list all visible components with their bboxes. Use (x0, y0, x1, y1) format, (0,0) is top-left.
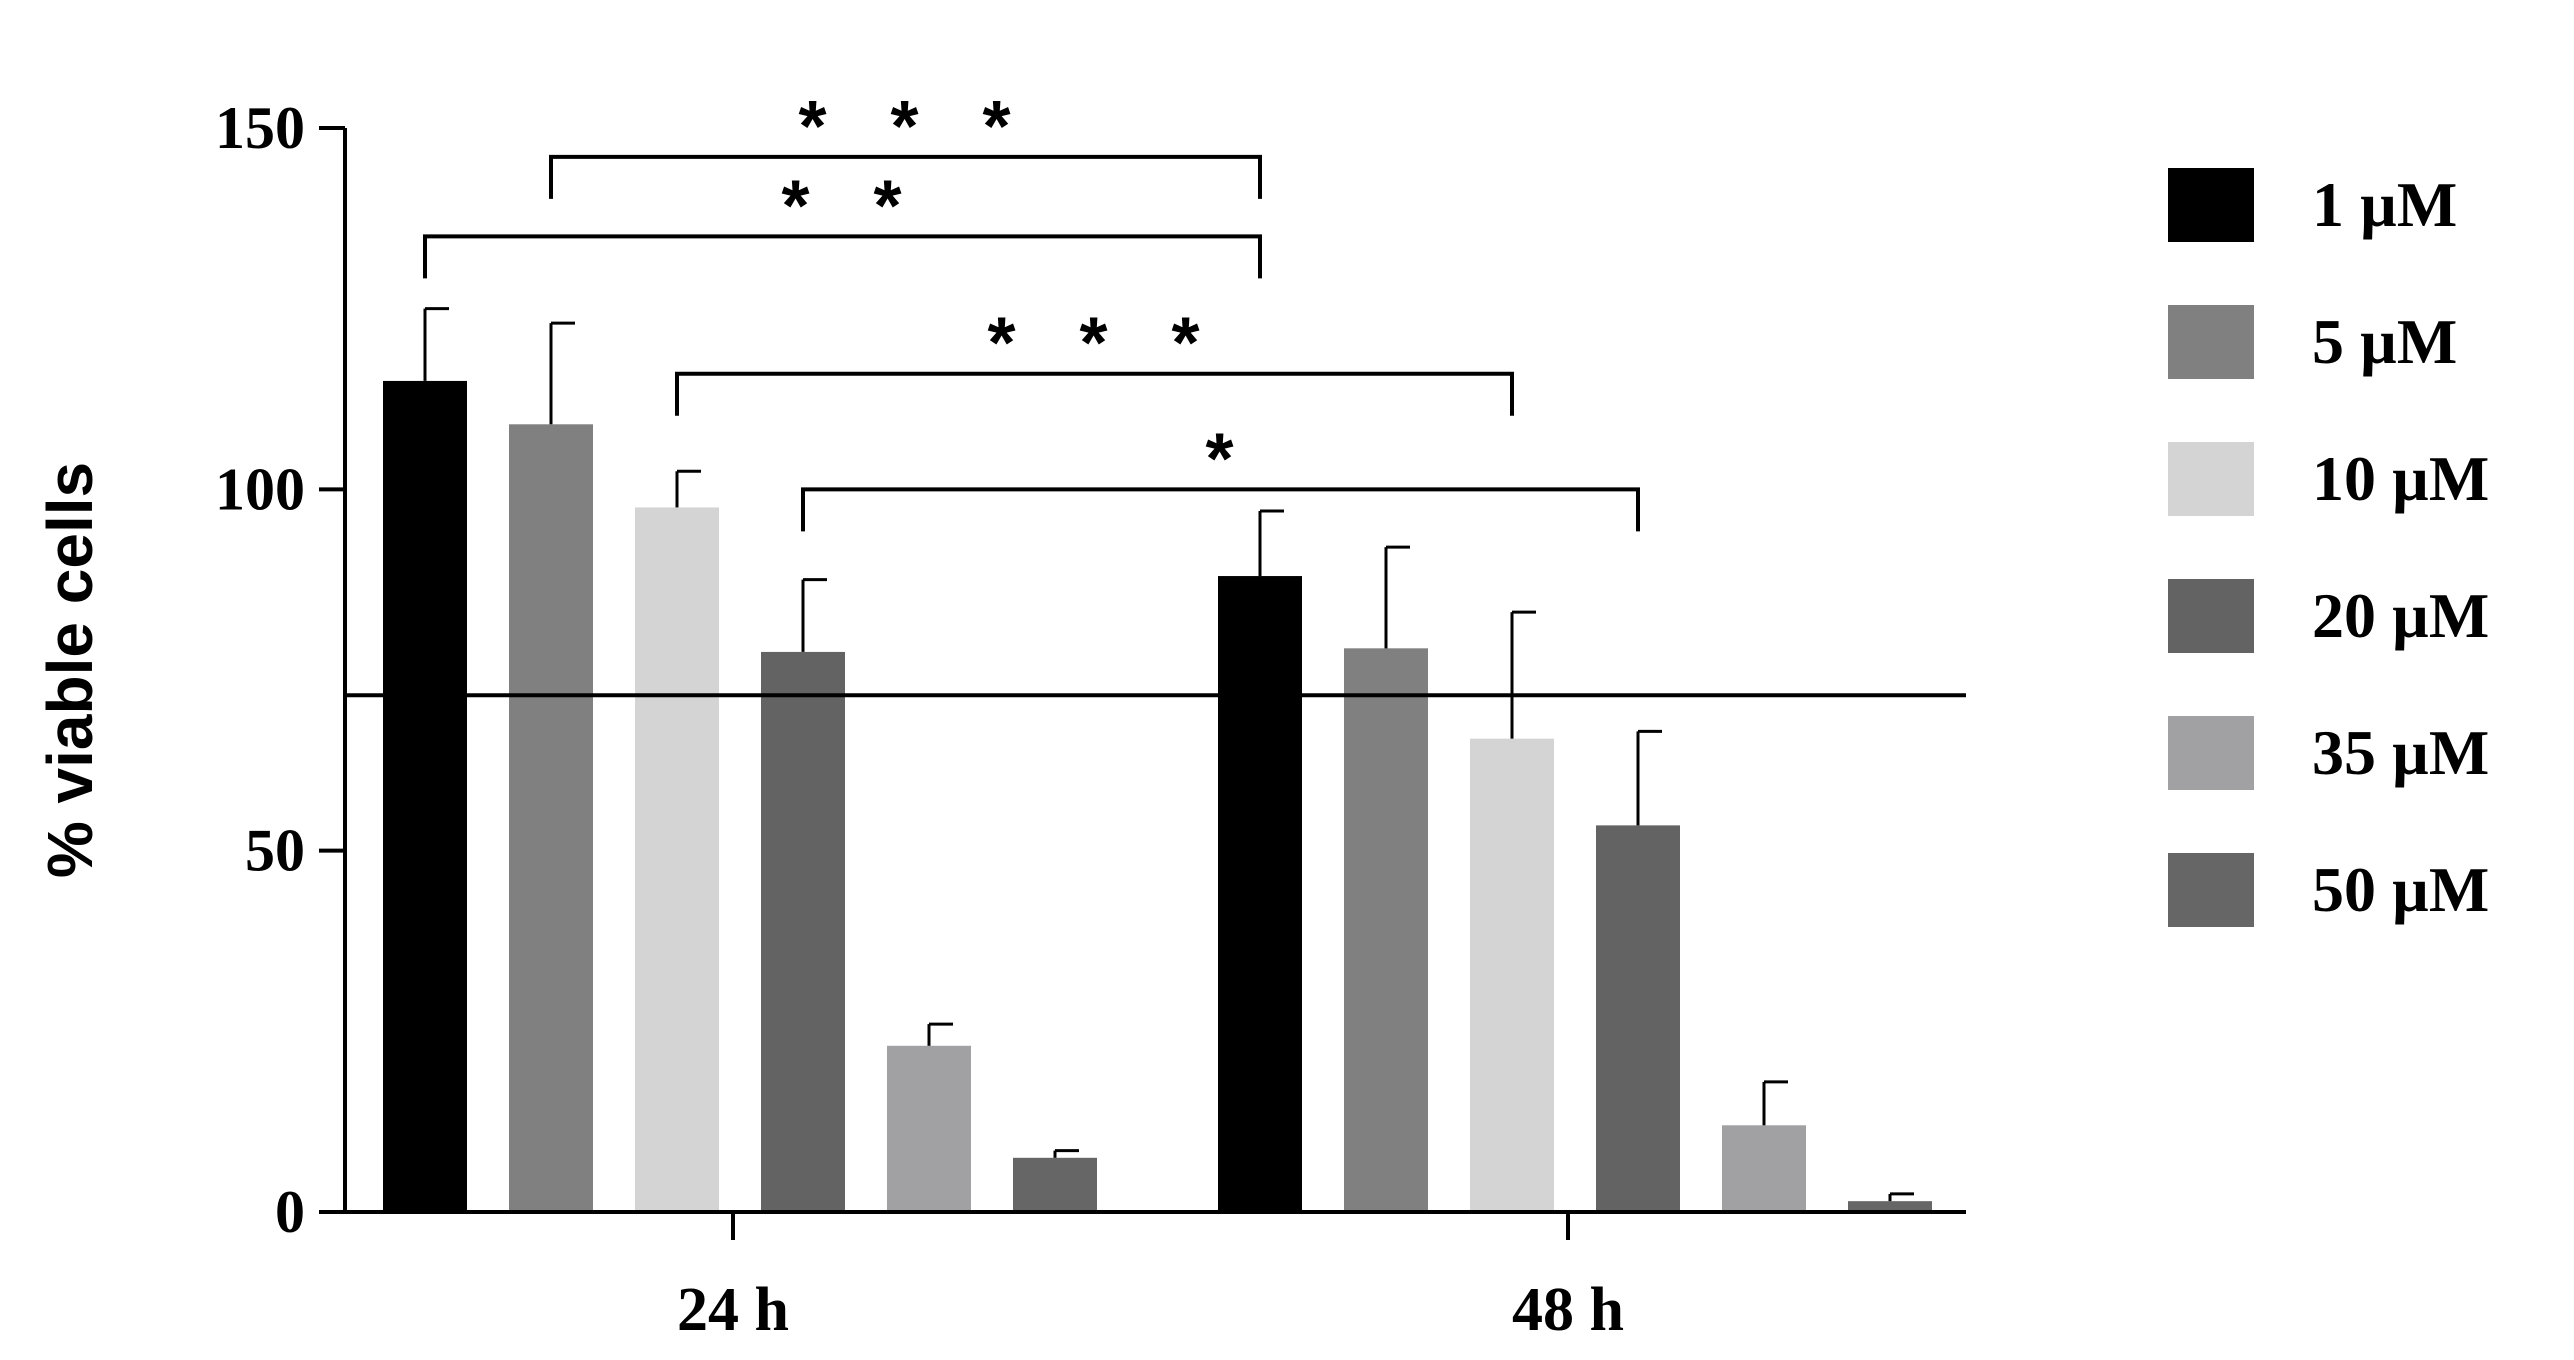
bar (1470, 738, 1554, 1212)
bar (635, 507, 719, 1212)
bar (1596, 825, 1680, 1212)
y-tick-label: 0 (275, 1179, 305, 1245)
bar (1218, 576, 1302, 1212)
legend-swatch (2168, 305, 2254, 379)
significance-bracket (423, 234, 1262, 279)
significance-label: * * * (798, 87, 1032, 167)
bar (887, 1045, 971, 1212)
legend-label: 1 µM (2312, 169, 2457, 240)
bar (1848, 1201, 1932, 1212)
significance-bracket (801, 487, 1640, 532)
significance-label: * * (781, 166, 923, 246)
significance-bracket (549, 154, 1262, 199)
legend-label: 35 µM (2312, 717, 2489, 788)
y-axis-title: % viable cells (34, 462, 106, 878)
y-tick-label: 100 (215, 456, 305, 522)
significance-label: * (1205, 419, 1255, 499)
bar (509, 424, 593, 1212)
legend-swatch (2168, 853, 2254, 927)
significance-label: * * * (987, 304, 1221, 384)
bar (1722, 1125, 1806, 1212)
y-tick-label: 150 (215, 95, 305, 161)
bar (1344, 648, 1428, 1212)
legend-swatch (2168, 716, 2254, 790)
legend-swatch (2168, 442, 2254, 516)
bar (383, 380, 467, 1212)
bar (1013, 1157, 1097, 1212)
significance-bracket (675, 371, 1514, 416)
bar (761, 651, 845, 1212)
legend-label: 5 µM (2312, 306, 2457, 377)
x-tick-label: 24 h (677, 1276, 789, 1344)
y-tick-label: 50 (245, 818, 305, 884)
legend-label: 10 µM (2312, 443, 2489, 514)
legend-swatch (2168, 168, 2254, 242)
legend-swatch (2168, 579, 2254, 653)
x-tick-label: 48 h (1512, 1276, 1624, 1344)
legend-label: 20 µM (2312, 580, 2489, 651)
legend-label: 50 µM (2312, 854, 2489, 925)
